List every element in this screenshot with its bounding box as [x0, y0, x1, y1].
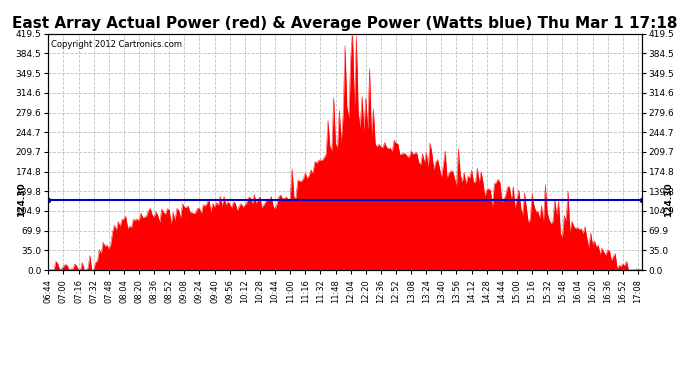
Text: 124.30: 124.30 — [17, 183, 26, 217]
Text: Copyright 2012 Cartronics.com: Copyright 2012 Cartronics.com — [51, 40, 182, 49]
Title: East Array Actual Power (red) & Average Power (Watts blue) Thu Mar 1 17:18: East Array Actual Power (red) & Average … — [12, 16, 678, 31]
Text: 124.30: 124.30 — [664, 183, 673, 217]
